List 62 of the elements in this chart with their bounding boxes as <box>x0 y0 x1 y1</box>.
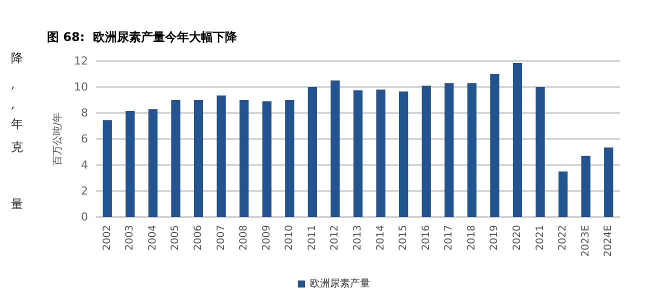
bar <box>353 90 363 217</box>
text: 年 <box>11 117 23 131</box>
x-tick-label: 2020 <box>512 225 523 250</box>
text: 量 <box>11 197 23 211</box>
x-tick-label: 2002 <box>102 225 113 250</box>
x-tick-label: 2014 <box>375 225 386 250</box>
x-tick-label: 2024E <box>603 225 614 257</box>
x-tick-label: 2008 <box>238 225 250 250</box>
y-tick-label: 8 <box>81 106 88 120</box>
bar <box>467 83 476 217</box>
bar <box>604 147 614 217</box>
bar <box>216 95 226 217</box>
y-tick-label: 10 <box>74 80 88 94</box>
x-tick-label: 2006 <box>193 225 204 250</box>
bar <box>285 100 294 217</box>
x-tick-label: 2016 <box>420 225 432 250</box>
bar <box>536 87 545 217</box>
y-tick-label: 0 <box>81 210 88 224</box>
y-tick-label: 6 <box>81 132 88 146</box>
chart-title: 图 68: 欧洲尿素产量今年大幅下降 <box>47 30 238 44</box>
bar <box>490 74 500 217</box>
x-tick-label: 2010 <box>284 225 296 250</box>
x-tick-label: 2007 <box>216 225 227 250</box>
bar <box>422 86 431 217</box>
bar <box>102 120 112 217</box>
text: , <box>11 77 15 91</box>
bar <box>512 62 522 217</box>
x-tick-label: 2023E <box>580 225 592 257</box>
x-tick-label: 2018 <box>466 225 478 250</box>
y-tick-label: 12 <box>74 54 88 68</box>
y-axis-title: 百万公吨/年 <box>52 112 64 166</box>
bar <box>399 92 408 217</box>
x-tick-label: 2012 <box>330 225 341 250</box>
bar <box>330 80 340 217</box>
bar <box>581 156 590 217</box>
bar <box>171 100 180 217</box>
x-tick-label: 2019 <box>489 225 500 250</box>
bar <box>262 101 272 217</box>
bar <box>240 100 249 217</box>
x-tick-label: 2022 <box>558 225 569 250</box>
x-tick-label: 2021 <box>534 225 546 250</box>
x-tick-label: 2017 <box>444 225 455 250</box>
x-tick-label: 2011 <box>306 225 318 250</box>
x-tick-label: 2009 <box>261 225 272 250</box>
y-tick-label: 4 <box>81 158 88 172</box>
legend-label: 欧洲尿素产量 <box>310 278 370 290</box>
bar <box>376 90 386 217</box>
bar <box>444 83 454 217</box>
x-tick-label: 2005 <box>170 225 182 250</box>
bar <box>558 172 568 217</box>
text: 降 <box>11 51 23 65</box>
bar <box>194 100 204 217</box>
y-tick-label: 2 <box>81 184 88 198</box>
x-tick-label: 2004 <box>147 225 158 250</box>
bar <box>148 109 158 217</box>
bar <box>126 111 135 217</box>
text: 克 <box>11 140 23 154</box>
x-tick-label: 2015 <box>398 225 410 250</box>
x-tick-label: 2013 <box>352 225 364 250</box>
x-tick-label: 2003 <box>124 225 136 250</box>
text: , <box>11 97 15 111</box>
bar <box>308 87 317 217</box>
